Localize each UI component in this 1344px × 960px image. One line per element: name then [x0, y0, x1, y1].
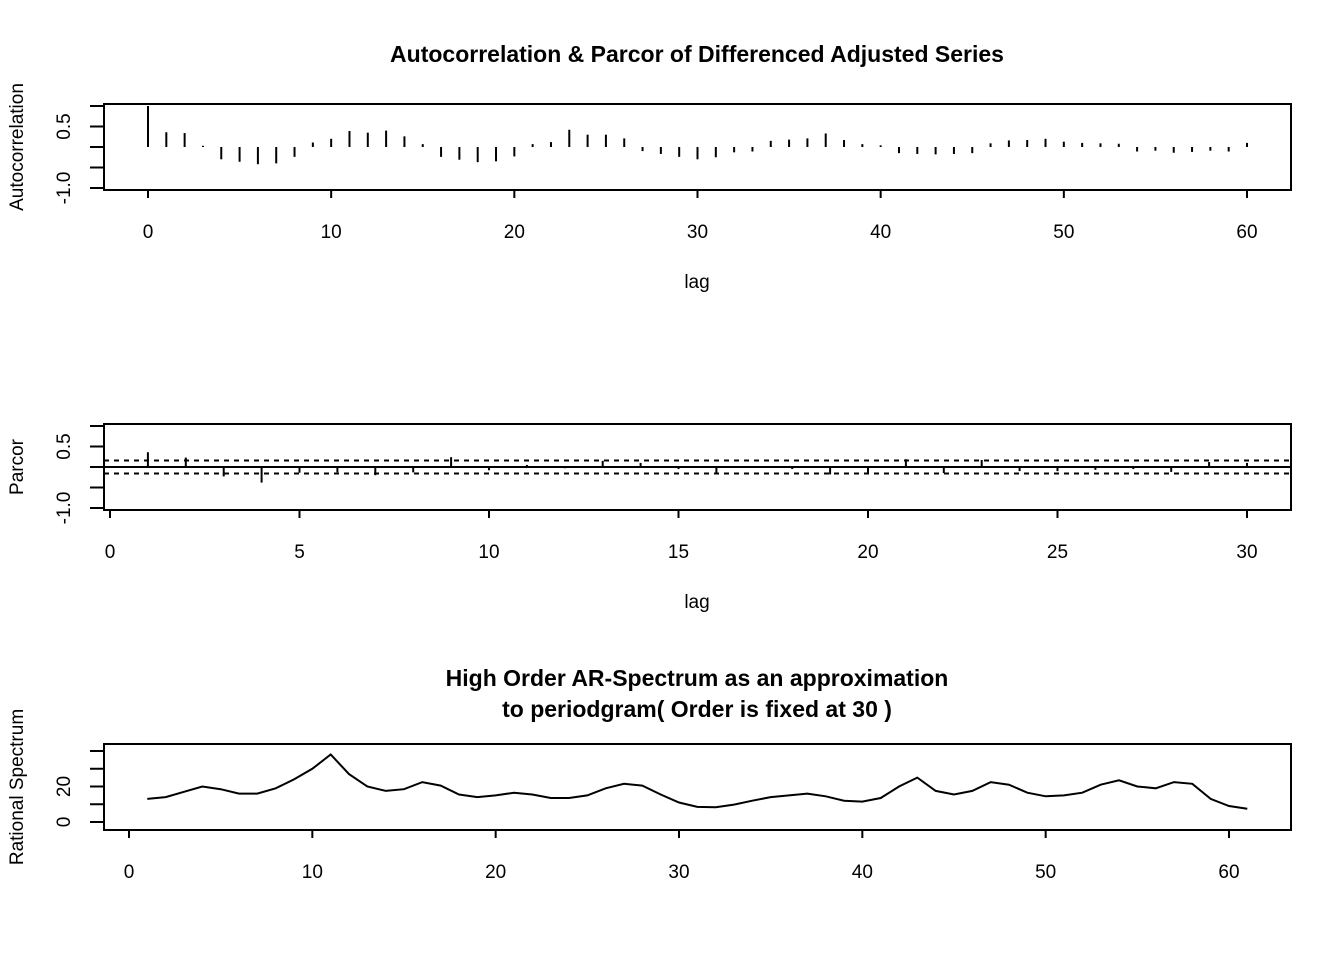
spectrum-panel: High Order AR-Spectrum as an approximati…: [7, 665, 1292, 883]
spectrum-title: High Order AR-Spectrum as an approximati…: [446, 665, 949, 722]
parcor-reference-lines: [104, 459, 1291, 475]
spectrum-line: [147, 753, 1248, 810]
acf-x-tick-label: 10: [321, 222, 342, 243]
parcor-y-axis-label: Parcor: [7, 438, 28, 495]
parcor-panel: 0 5 10 15 20 25 30 -1.0 0.5 lag Parcor: [7, 423, 1292, 613]
parcor-y-tick-label: 0.5: [54, 433, 75, 459]
parcor-x-axis-label: lag: [684, 592, 709, 613]
acf-x-axis-label: lag: [684, 272, 709, 293]
spectrum-x-tick-label: 60: [1218, 862, 1239, 883]
spectrum-x-tick-label: 50: [1035, 862, 1056, 883]
acf-y-axis-label: Autocorrelation: [7, 83, 28, 211]
parcor-x-tick-label: 30: [1236, 542, 1257, 563]
spectrum-y-axis: 0 20: [54, 750, 104, 828]
acf-panel: Autocorrelation & Parcor of Differenced …: [7, 41, 1292, 293]
parcor-x-tick-label: 15: [668, 542, 689, 563]
parcor-x-tick-label: 5: [294, 542, 305, 563]
acf-x-tick-label: 0: [143, 222, 154, 243]
acf-x-tick-label: 50: [1053, 222, 1074, 243]
acf-y-tick-label: -1.0: [54, 172, 75, 205]
spectrum-plot-frame: [103, 743, 1292, 831]
acf-x-tick-label: 20: [504, 222, 525, 243]
parcor-x-tick-label: 0: [105, 542, 116, 563]
parcor-bars: [146, 452, 1248, 483]
spectrum-x-tick-label: 10: [302, 862, 323, 883]
acf-title: Autocorrelation & Parcor of Differenced …: [390, 41, 1004, 67]
spectrum-series: [147, 753, 1248, 810]
acf-y-tick-label: 0.5: [54, 113, 75, 139]
spectrum-x-tick-label: 30: [668, 862, 689, 883]
spectrum-y-axis-label: Rational Spectrum: [7, 709, 28, 865]
acf-x-tick-label: 60: [1236, 222, 1257, 243]
parcor-y-axis: -1.0 0.5: [54, 425, 104, 525]
spectrum-x-axis: 0 10 20 30 40 50 60: [124, 829, 1240, 883]
parcor-x-axis: 0 5 10 15 20 25 30: [105, 509, 1258, 563]
parcor-x-tick-label: 20: [857, 542, 878, 563]
spectrum-y-tick-label: 20: [54, 776, 75, 797]
spectrum-x-tick-label: 0: [124, 862, 135, 883]
spectrum-y-tick-label: 0: [54, 817, 75, 828]
parcor-x-tick-label: 10: [478, 542, 499, 563]
spectrum-title-line: to periodgram( Order is fixed at 30 ): [502, 696, 892, 722]
spectrum-x-tick-label: 20: [485, 862, 506, 883]
parcor-y-tick-label: -1.0: [54, 492, 75, 525]
spectrum-x-tick-label: 40: [852, 862, 873, 883]
parcor-x-tick-label: 25: [1047, 542, 1068, 563]
acf-x-tick-label: 40: [870, 222, 891, 243]
acf-x-axis: 0 10 20 30 40 50 60: [143, 189, 1258, 243]
acf-bars: [147, 106, 1248, 165]
acf-x-tick-label: 30: [687, 222, 708, 243]
spectrum-title-line: High Order AR-Spectrum as an approximati…: [446, 665, 949, 691]
acf-y-axis: -1.0 0.5: [54, 105, 104, 205]
